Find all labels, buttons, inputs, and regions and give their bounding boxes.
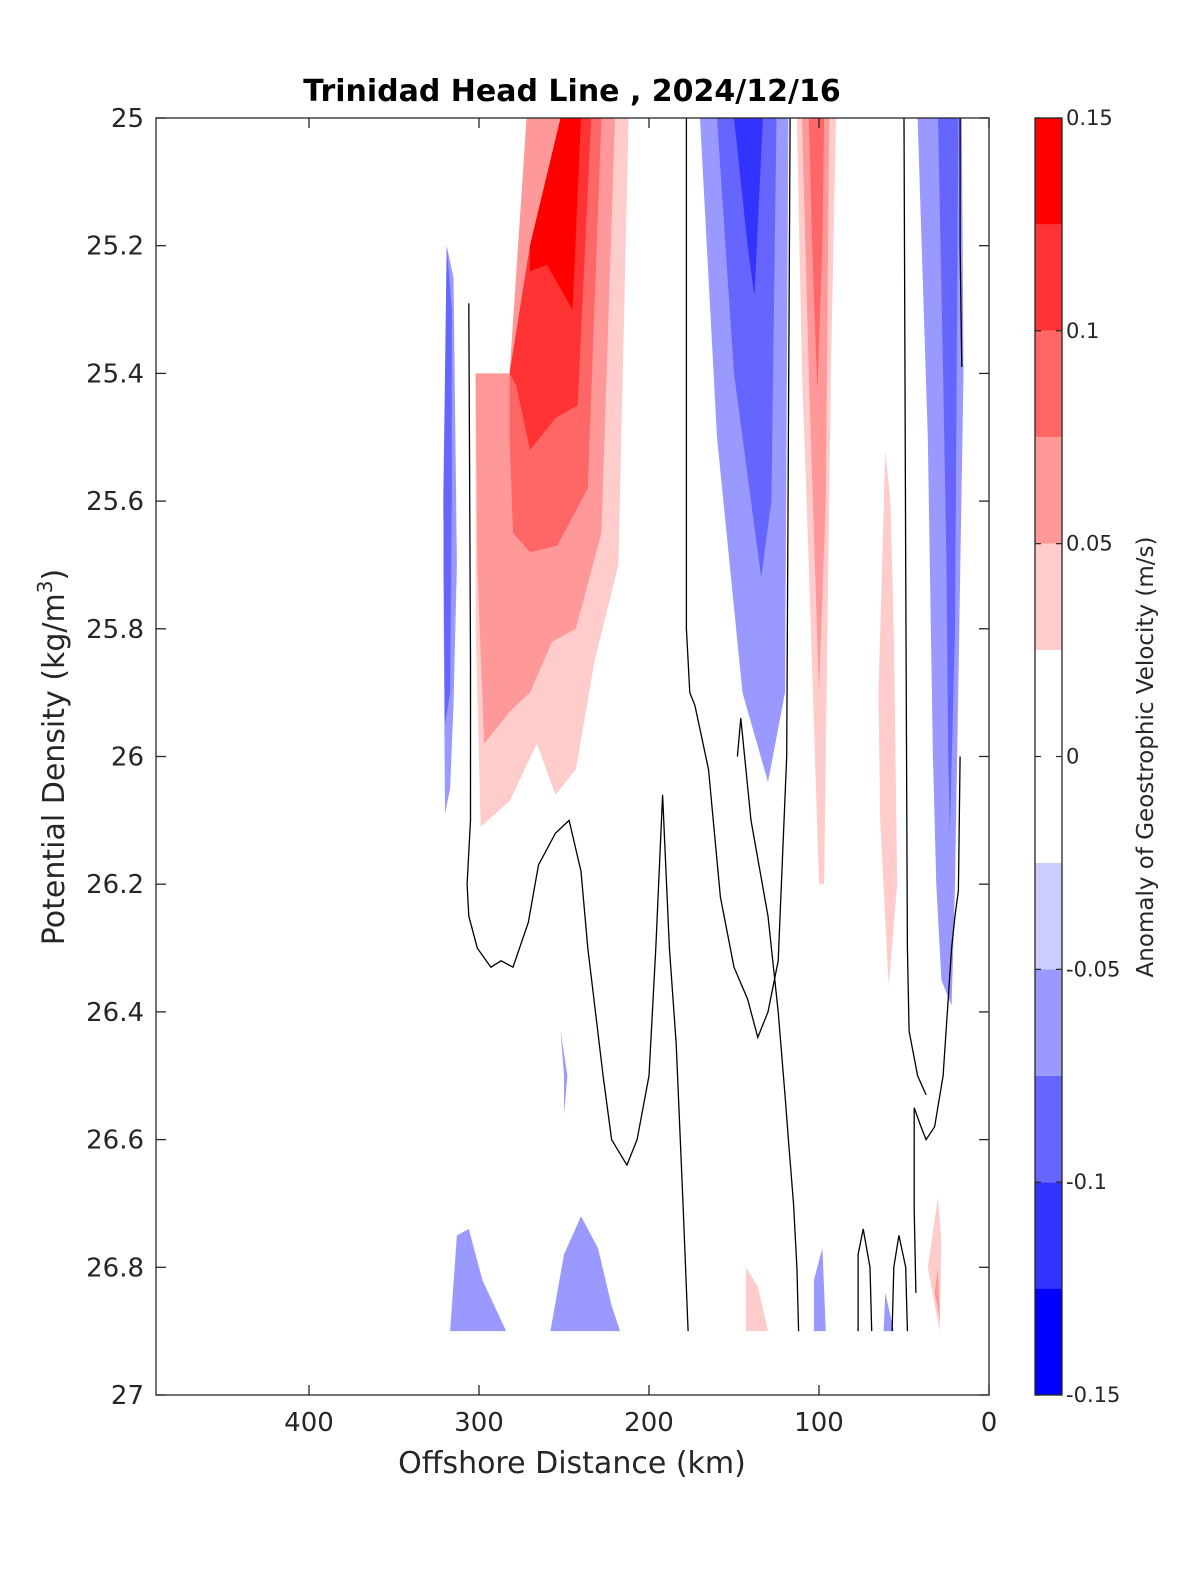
x-tick-label: 400 [284,1408,334,1438]
zero-contour-line [903,118,927,1096]
x-tick-label: 0 [981,1408,998,1438]
colorbar-tick-label: 0.15 [1066,106,1113,130]
contour-fill [745,1267,768,1332]
x-axis-ticks: 400 300 200 100 0 [284,118,997,1438]
zero-contour-line [466,303,689,1332]
y-axis-title-superscript: 3 [33,580,57,593]
contour-fill [550,1216,621,1332]
contour-fill [450,1229,507,1332]
x-tick-label: 200 [624,1408,674,1438]
zero-contour-line [736,718,800,1332]
zero-contour-line [913,756,961,1293]
y-tick-label: 27 [111,1381,144,1411]
y-tick-label: 26.6 [86,1126,144,1156]
colorbar-tick-label: 0.05 [1066,532,1113,556]
colorbar-segment [1035,330,1062,438]
y-tick-label: 25.2 [86,232,144,262]
colorbar-segment [1035,437,1062,544]
contour-fill [934,1267,940,1319]
chart-title: Trinidad Head Line , 2024/12/16 [303,74,840,109]
y-axis-title-tail: ) [37,569,72,581]
filled-contours [443,118,964,1332]
x-tick-label: 100 [794,1408,844,1438]
zero-contour-line [959,118,963,368]
zero-contour-line [857,1228,873,1332]
y-axis-title-main: Potential Density (kg/m [37,593,72,945]
colorbar-tick-label: -0.05 [1066,957,1120,981]
y-axis-ticks: 25 25.2 25.4 25.6 25.8 26 26.2 26.4 26.6 26.8 27 [86,104,989,1411]
zero-contour-line [685,118,791,1040]
contour-fill [813,1248,826,1332]
colorbar-segment [1035,1075,1062,1183]
y-tick-label: 26.8 [86,1253,144,1283]
colorbar-segment [1035,543,1062,651]
colorbar-tick-label: -0.15 [1066,1383,1120,1407]
y-tick-label: 25.8 [86,615,144,645]
colorbar-tick-label: 0.1 [1066,319,1099,343]
y-tick-label: 25.4 [86,359,144,389]
x-axis-title: Offshore Distance (km) [398,1446,746,1481]
contour-fill [938,118,959,834]
y-tick-label: 26.2 [86,870,144,900]
colorbar-segment [1035,862,1062,970]
y-tick-label: 25 [111,104,144,134]
y-tick-label: 26 [111,743,144,773]
contour-fill [530,118,581,310]
contour-fill [560,1031,568,1115]
colorbar-tick-label: -0.1 [1066,1170,1107,1194]
contour-fill [734,118,763,297]
zero-contour-line [891,1235,909,1332]
colorbar-segment [1035,1288,1062,1395]
y-tick-label: 26.4 [86,998,144,1028]
x-tick-label: 300 [454,1408,504,1438]
colorbar-tick-label: 0 [1066,745,1079,769]
colorbar-segment [1035,224,1062,331]
colorbar-segment [1035,118,1062,225]
zero-contour-lines [466,118,963,1332]
contour-fill [802,118,830,693]
colorbar-title: Anomaly of Geostrophic Velocity (m/s) [1133,537,1159,978]
contour-fill [883,1292,894,1332]
y-axis-title: Potential Density (kg/m3) [33,569,72,945]
contour-fill [443,245,452,725]
contour-fill [717,118,777,578]
y-tick-label: 25.6 [86,487,144,517]
colorbar-segment [1035,969,1062,1076]
colorbar-segment [1035,1182,1062,1289]
contour-fill [878,450,898,987]
contour-fill [808,118,825,393]
